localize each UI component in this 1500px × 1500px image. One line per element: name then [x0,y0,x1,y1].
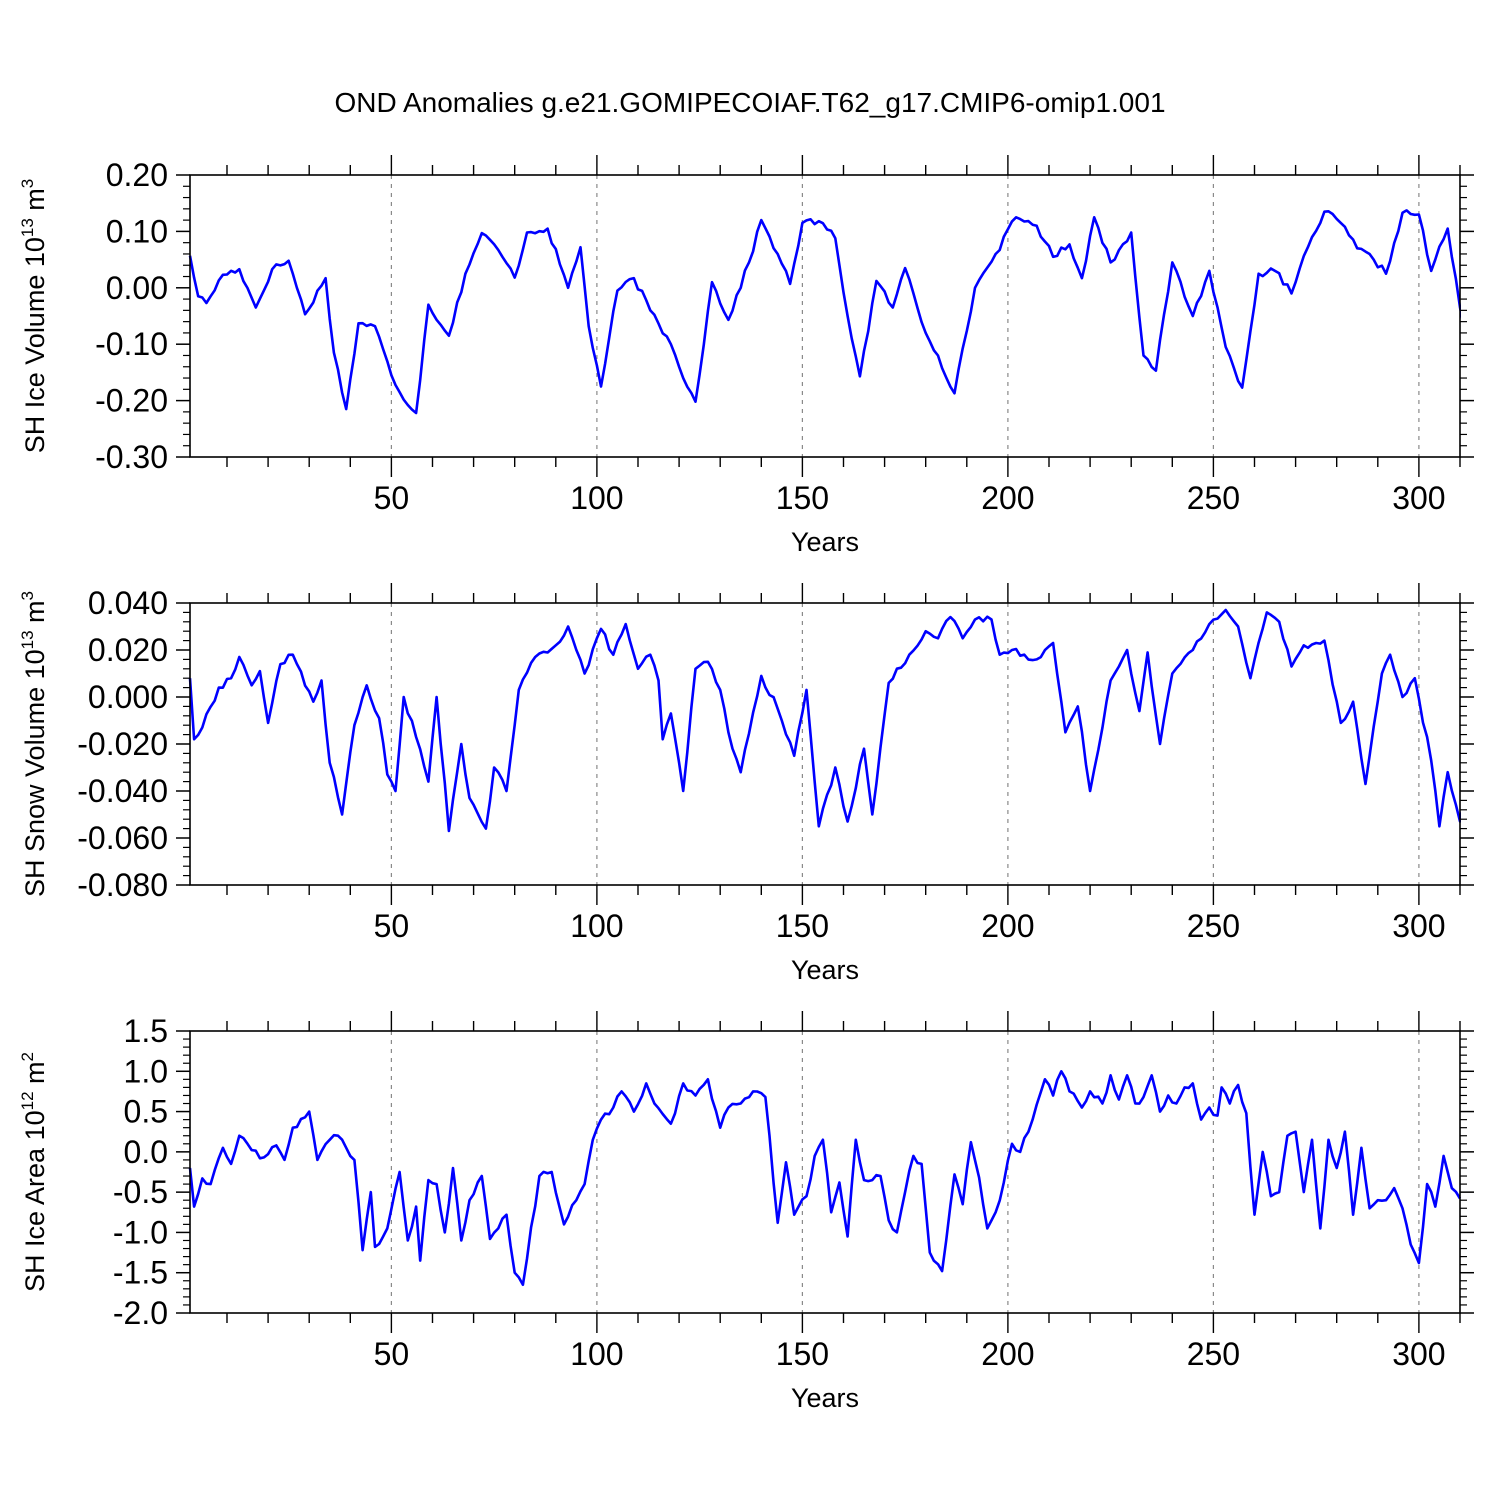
x-tick-label: 250 [1187,908,1240,944]
y-tick-label: -0.30 [95,439,168,475]
x-tick-label: 50 [374,908,410,944]
y-axis-label: SH Ice Area 1012 m2 [18,1052,50,1292]
x-axis-label: Years [791,527,859,557]
y-tick-label: -0.040 [77,773,168,809]
y-axis-label-main: SH Ice Volume 10 [20,237,50,453]
y-tick-label: 1.0 [124,1053,168,1089]
x-axis-label: Years [791,1383,859,1413]
x-tick-label: 50 [374,480,410,516]
chart-panel-3: -2.0 -1.5 -1.0 -0.5 0.0 0.5 1.0 1.5 50 100 150 200 2… [18,1011,1500,1413]
chart-panel-2: -0.080 -0.060 -0.040 -0.020 0.000 0.020 0.040 5… [18,583,1500,985]
x-tick-label: 200 [981,908,1034,944]
plot-frame [189,174,1461,458]
x-tick-label: 150 [776,908,829,944]
y-axis-label-unit: m [20,600,50,630]
y-tick-label: 0.020 [88,632,168,668]
y-tick-label: 0.0 [124,1134,168,1170]
y-axis-label-unit-exponent: 3 [18,179,37,188]
figure-title: OND Anomalies g.e21.GOMIPECOIAF.T62_g17.… [334,87,1165,118]
y-axis-label-main: SH Snow Volume 10 [20,649,50,897]
x-tick-label: 150 [776,1336,829,1372]
x-tick-label: 100 [570,1336,623,1372]
y-axis-label-unit-exponent: 2 [18,1052,37,1061]
series-line-2 [188,608,1500,833]
y-tick-label: -0.20 [95,383,168,419]
y-axis-label-exponent: 13 [18,630,37,649]
y-axis-label-exponent: 13 [18,218,37,237]
y-tick-label: 0.10 [106,213,168,249]
y-tick-label: -0.5 [113,1174,168,1210]
y-tick-label: -0.080 [77,867,168,903]
x-tick-label: 200 [981,1336,1034,1372]
x-tick-label: 200 [981,480,1034,516]
x-tick-label: 250 [1187,1336,1240,1372]
y-tick-label: -2.0 [113,1295,168,1331]
y-tick-label: 0.040 [88,585,168,621]
series-line-1 [188,209,1500,415]
plot-edge-mask [1461,170,1500,462]
y-axis-label-exponent: 12 [18,1091,37,1110]
x-tick-label: 250 [1187,480,1240,516]
x-tick-label: 100 [570,908,623,944]
series-line-3 [188,1070,1462,1287]
chart-panel-1: -0.30 -0.20 -0.10 0.00 0.10 0.20 50 100 150 200 25… [18,155,1500,557]
plot-edge-mask [1461,1026,1500,1318]
x-tick-label: 50 [374,1336,410,1372]
y-axis-label: SH Snow Volume 1013 m3 [18,591,50,897]
y-tick-label: 0.00 [106,270,168,306]
x-axis-label: Years [791,955,859,985]
y-axis-label: SH Ice Volume 1013 m3 [18,179,50,454]
y-axis-label-unit-exponent: 3 [18,591,37,600]
x-tick-label: 300 [1392,480,1445,516]
y-tick-label: -0.10 [95,326,168,362]
plot-frame [189,1030,1461,1314]
y-axis-label-main: SH Ice Area 10 [20,1110,50,1292]
y-tick-label: -0.060 [77,820,168,856]
x-tick-label: 300 [1392,908,1445,944]
x-tick-label: 150 [776,480,829,516]
y-tick-label: -1.0 [113,1214,168,1250]
y-axis-label-unit: m [20,1061,50,1091]
y-tick-label: -1.5 [113,1255,168,1291]
y-tick-label: 1.5 [124,1013,168,1049]
x-tick-label: 300 [1392,1336,1445,1372]
y-axis-label-unit: m [20,188,50,218]
x-tick-label: 100 [570,480,623,516]
y-tick-label: -0.020 [77,726,168,762]
y-tick-label: 0.5 [124,1094,168,1130]
y-tick-label: 0.20 [106,157,168,193]
y-tick-label: 0.000 [88,679,168,715]
